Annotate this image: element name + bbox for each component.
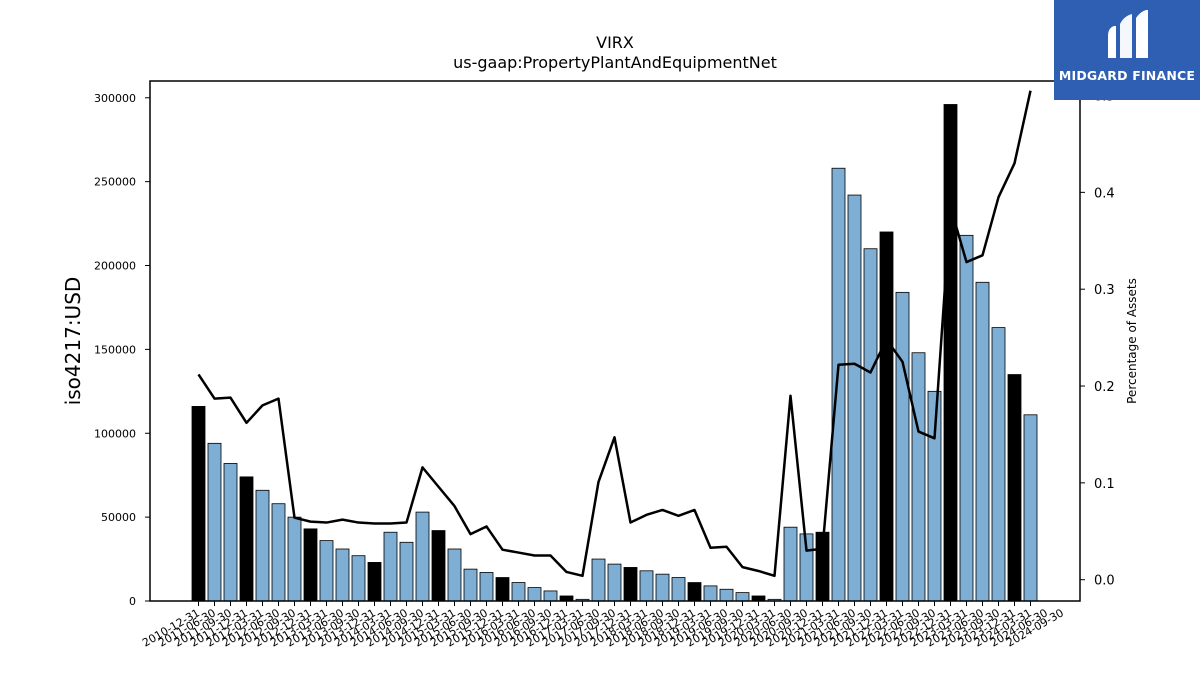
y-tick-label: 150000 xyxy=(94,343,136,356)
bar xyxy=(399,541,414,602)
bar xyxy=(639,570,654,602)
bar xyxy=(223,463,238,602)
y2-tick-label: 0.2 xyxy=(1094,380,1115,395)
bar xyxy=(751,595,766,602)
bar xyxy=(943,104,958,602)
percentage-line xyxy=(197,90,1032,578)
bar xyxy=(335,548,350,602)
bar xyxy=(655,573,670,602)
bar xyxy=(607,563,622,602)
bar xyxy=(991,327,1006,602)
bar xyxy=(1007,374,1022,602)
chart-subtitle: us-gaap:PropertyPlantAndEquipmentNet xyxy=(453,53,777,72)
bar xyxy=(671,577,686,602)
y2-tick-label: 0.3 xyxy=(1094,283,1115,298)
bar xyxy=(239,476,254,602)
bar xyxy=(351,555,366,602)
midgard-finance-logo: MIDGARD FINANCE xyxy=(1054,0,1200,100)
midgard-logo-icon xyxy=(1108,10,1148,58)
bar xyxy=(527,587,542,602)
bar xyxy=(863,248,878,602)
logo-text: MIDGARD FINANCE xyxy=(1058,68,1196,83)
bar xyxy=(383,531,398,602)
y-axis: 0 50000 100000 150000 200000 250000 300000 xyxy=(94,92,150,608)
bar xyxy=(271,503,286,602)
y-tick-label: 100000 xyxy=(94,427,136,440)
y-tick-label: 300000 xyxy=(94,92,136,105)
bar xyxy=(783,526,798,602)
bar xyxy=(255,489,270,602)
y-axis-label: iso4217:USD xyxy=(61,277,85,406)
bar xyxy=(847,194,862,602)
bars-group xyxy=(191,104,1038,602)
bar xyxy=(543,590,558,602)
bar xyxy=(719,588,734,602)
bar xyxy=(319,540,334,602)
bar xyxy=(511,582,526,602)
bar xyxy=(367,562,382,602)
bar xyxy=(591,558,606,602)
bar xyxy=(207,442,222,602)
chart-title: VIRX xyxy=(596,33,634,52)
y2-tick-label: 0.4 xyxy=(1094,186,1115,201)
bar xyxy=(1023,414,1038,602)
bar xyxy=(463,568,478,602)
bar xyxy=(687,582,702,602)
bar xyxy=(415,511,430,602)
bar xyxy=(735,592,750,602)
y-tick-label: 200000 xyxy=(94,260,136,273)
bar xyxy=(287,516,302,602)
bar xyxy=(911,352,926,602)
y-tick-label: 250000 xyxy=(94,176,136,189)
bar xyxy=(831,167,846,602)
y2-axis-label: Percentage of Assets xyxy=(1125,278,1139,404)
line-series-group xyxy=(197,90,1032,578)
bar xyxy=(495,577,510,602)
y-tick-label: 50000 xyxy=(101,511,136,524)
y-tick-label: 0 xyxy=(129,595,136,608)
y2-tick-label: 0.1 xyxy=(1094,477,1115,492)
x-axis: 2010-12-312011-06-302011-09-302011-12-31… xyxy=(140,601,1066,650)
bar xyxy=(559,595,574,602)
bar xyxy=(479,572,494,602)
bar xyxy=(623,567,638,602)
y2-axis: 0.00.10.20.30.40.5 xyxy=(1080,90,1115,589)
bar xyxy=(975,281,990,602)
bar xyxy=(879,231,894,602)
bar xyxy=(895,291,910,602)
bar xyxy=(959,234,974,602)
bar xyxy=(191,406,206,602)
y2-tick-label: 0.0 xyxy=(1094,574,1115,589)
bar xyxy=(703,585,718,602)
bar xyxy=(447,548,462,602)
bar xyxy=(431,530,446,602)
bar xyxy=(303,528,318,602)
